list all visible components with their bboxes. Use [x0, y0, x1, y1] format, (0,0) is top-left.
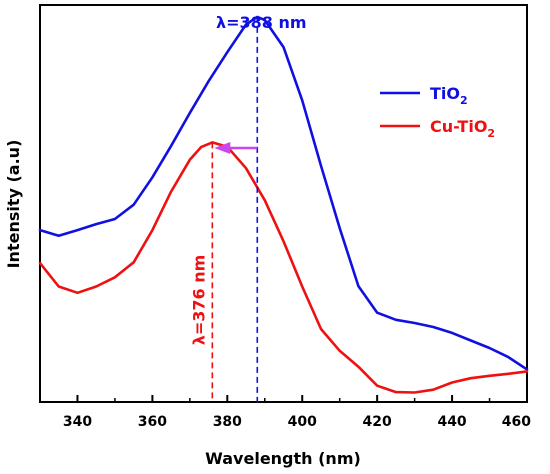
x-tick-label: 360: [138, 414, 167, 430]
series-line-cu-tio2: [38, 141, 529, 394]
shift-arrow-head: [214, 142, 231, 154]
x-tick-label: 420: [363, 414, 392, 430]
x-tick-label: 380: [213, 414, 242, 430]
x-tick-label: 460: [502, 414, 531, 430]
series-layer: [38, 15, 529, 394]
x-axis-label: Wavelength (nm): [205, 449, 361, 468]
annotation-layer: λ=388 nm λ=376 nm: [189, 13, 307, 402]
plot-frame: [39, 4, 528, 403]
x-tick-label: 400: [288, 414, 317, 430]
x-axis-ticks: 340 360 380 400 420 440 460: [63, 395, 531, 430]
legend: TiO2 Cu-TiO2: [380, 84, 495, 140]
peak-label-cu-tio2: λ=376 nm: [189, 255, 208, 346]
peak-label-tio2: λ=388 nm: [216, 13, 307, 32]
y-axis-label: Intensity (a.u): [4, 140, 23, 269]
legend-label: TiO2: [430, 84, 468, 107]
x-tick-label: 440: [437, 414, 466, 430]
x-tick-label: 340: [63, 414, 92, 430]
series-line-tio2: [38, 15, 529, 371]
legend-label: Cu-TiO2: [430, 117, 495, 140]
